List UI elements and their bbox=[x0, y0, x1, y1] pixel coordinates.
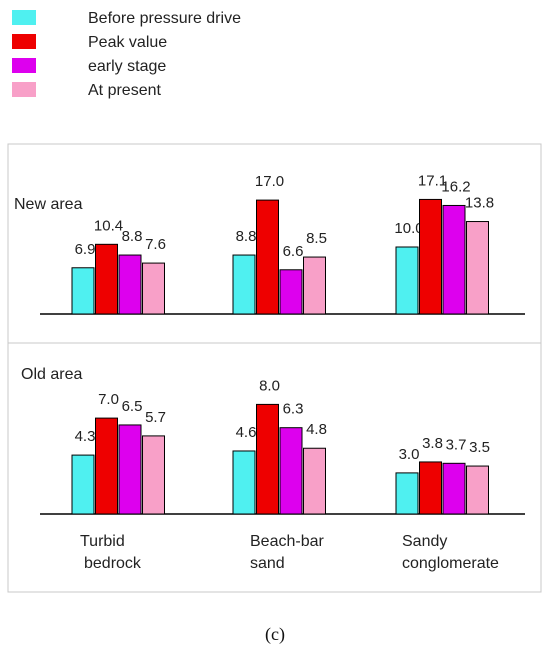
legend-label-2: Peak value bbox=[88, 34, 167, 51]
bar-p1-g1-s4 bbox=[142, 262, 165, 315]
bar-p2-g1-s3 bbox=[118, 424, 142, 515]
category-label-2: Beach-bar sand bbox=[250, 533, 324, 572]
bar-p1-g3-s4 bbox=[466, 221, 489, 315]
legend: Before pressure drive Peak value early sta… bbox=[12, 10, 241, 99]
value-label-p1-g1-s1: 6.9 bbox=[75, 241, 96, 258]
bar-p1-g2-s1 bbox=[232, 254, 256, 315]
bar-p1-g1-s1 bbox=[71, 267, 95, 315]
value-label-p1-g3-s1: 10.0 bbox=[394, 220, 423, 237]
value-label-p1-g2-s3: 6.6 bbox=[283, 243, 304, 260]
bar-p1-g1-s2 bbox=[95, 243, 118, 315]
category-labels: Turbid bedrock Beach-bar sand Sandy conglomer… bbox=[80, 533, 499, 572]
legend-label-4: At present bbox=[88, 82, 161, 99]
value-label-p2-g1-s3: 6.5 bbox=[122, 398, 143, 415]
bar-p1-g2-s4 bbox=[303, 256, 326, 315]
panel-label-1: New area bbox=[14, 196, 83, 213]
figure-caption: (c) bbox=[265, 624, 285, 645]
bar-p1-g2-s3 bbox=[279, 269, 303, 315]
value-label-p1-g1-s2: 10.4 bbox=[94, 217, 123, 234]
bar-p1-g1-s3 bbox=[118, 254, 142, 315]
chart-frame bbox=[7, 143, 542, 593]
value-label-p2-g3-s2: 3.8 bbox=[422, 435, 443, 452]
bar-p1-g3-s1 bbox=[395, 246, 419, 315]
legend-swatch-3 bbox=[12, 58, 36, 73]
value-label-p1-g1-s4: 7.6 bbox=[145, 236, 166, 253]
bar-p2-g3-s3 bbox=[442, 462, 466, 515]
bar-p2-g1-s2 bbox=[95, 417, 118, 515]
value-label-p1-g3-s4: 13.8 bbox=[465, 195, 494, 212]
category-label-1: Turbid bedrock bbox=[80, 533, 142, 572]
legend-swatch-2 bbox=[12, 34, 36, 49]
legend-swatch-1 bbox=[12, 10, 36, 25]
value-label-p2-g3-s1: 3.0 bbox=[399, 446, 420, 463]
panel-label-2: Old area bbox=[21, 366, 82, 383]
value-label-p2-g2-s1: 4.6 bbox=[236, 424, 257, 441]
bar-p2-g3-s1 bbox=[395, 472, 419, 515]
value-label-p1-g2-s1: 8.8 bbox=[236, 228, 257, 245]
legend-label-1: Before pressure drive bbox=[88, 10, 241, 27]
value-label-p2-g1-s1: 4.3 bbox=[75, 428, 96, 445]
value-label-p2-g3-s3: 3.7 bbox=[446, 436, 467, 453]
bar-p2-g1-s1 bbox=[71, 454, 95, 515]
bar-p1-g3-s3 bbox=[442, 204, 466, 315]
bar-p2-g2-s4 bbox=[303, 447, 326, 515]
bar-p2-g3-s4 bbox=[466, 465, 489, 515]
value-label-p1-g1-s3: 8.8 bbox=[122, 228, 143, 245]
bar-p2-g2-s1 bbox=[232, 450, 256, 515]
value-label-p2-g2-s4: 4.8 bbox=[306, 421, 327, 438]
value-label-p1-g2-s4: 8.5 bbox=[306, 230, 327, 247]
value-label-p2-g2-s2: 8.0 bbox=[259, 377, 280, 394]
value-label-p2-g1-s4: 5.7 bbox=[145, 409, 166, 426]
bar-p2-g3-s2 bbox=[419, 461, 442, 515]
category-label-3: Sandy conglomerate bbox=[402, 533, 499, 572]
legend-label-3: early stage bbox=[88, 58, 166, 75]
bar-p2-g2-s3 bbox=[279, 427, 303, 515]
legend-swatch-4 bbox=[12, 82, 36, 97]
value-label-p2-g2-s3: 6.3 bbox=[283, 401, 304, 418]
value-label-p1-g2-s2: 17.0 bbox=[255, 173, 284, 190]
value-label-p1-g3-s3: 16.2 bbox=[441, 178, 470, 195]
bar-p2-g2-s2 bbox=[256, 403, 279, 515]
bar-p1-g3-s2 bbox=[419, 198, 442, 315]
value-label-p2-g1-s2: 7.0 bbox=[98, 391, 119, 408]
bar-p1-g2-s2 bbox=[256, 199, 279, 315]
bar-p2-g1-s4 bbox=[142, 435, 165, 515]
value-label-p1-g3-s2: 17.1 bbox=[418, 172, 447, 189]
value-label-p2-g3-s4: 3.5 bbox=[469, 439, 490, 456]
